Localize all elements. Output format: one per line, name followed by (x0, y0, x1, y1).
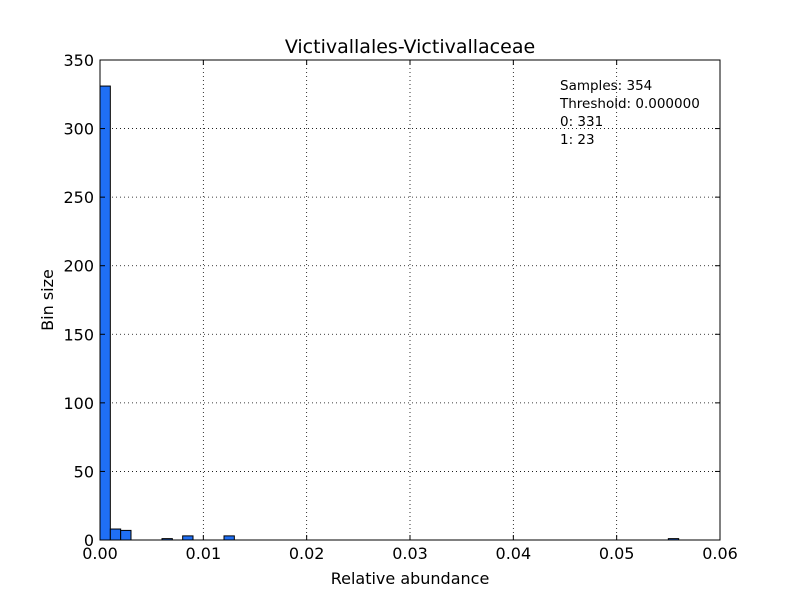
x-tick-label: 0.04 (496, 544, 532, 563)
x-tick-labels: 0.00 0.01 0.02 0.03 0.04 0.05 0.06 (82, 544, 738, 563)
y-tick-label: 0 (84, 531, 94, 550)
grid-lines (100, 60, 720, 540)
x-axis-label: Relative abundance (331, 569, 490, 588)
x-tick-label: 0.06 (702, 544, 738, 563)
histogram-bar (223, 535, 235, 541)
x-tick-label: 0.00 (82, 544, 118, 563)
histogram-bar (109, 528, 122, 541)
y-tick-label: 200 (63, 257, 94, 276)
stats-annotation: Samples: 354 Threshold: 0.000000 0: 331 … (559, 78, 700, 148)
axis-ticks (99, 59, 721, 541)
y-tick-label: 300 (63, 120, 94, 139)
y-tick-label: 100 (63, 394, 94, 413)
y-tick-label: 250 (63, 188, 94, 207)
x-tick-label: 0.01 (186, 544, 222, 563)
histogram-bar (120, 529, 132, 541)
y-tick-label: 150 (63, 325, 94, 344)
chart-title: Victivallales-Victivallaceae (285, 36, 535, 58)
histogram-bar (182, 535, 194, 541)
x-tick-label: 0.03 (392, 544, 428, 563)
y-axis-label: Bin size (38, 269, 57, 331)
stats-threshold: Threshold: 0.000000 (559, 96, 700, 112)
stats-one-count: 1: 23 (560, 132, 595, 148)
stats-zero-count: 0: 331 (560, 114, 603, 130)
x-tick-label: 0.02 (289, 544, 325, 563)
y-tick-label: 350 (63, 51, 94, 70)
x-tick-label: 0.05 (599, 544, 635, 563)
y-tick-labels: 0 50 100 150 200 250 300 350 (63, 51, 94, 550)
y-tick-label: 50 (74, 462, 94, 481)
stats-samples: Samples: 354 (560, 78, 652, 94)
